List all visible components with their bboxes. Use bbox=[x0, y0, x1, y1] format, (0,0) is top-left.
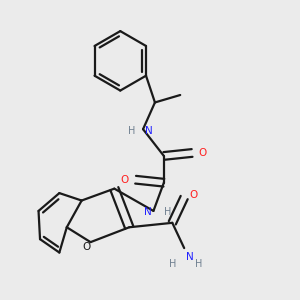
Text: O: O bbox=[199, 148, 207, 158]
Text: O: O bbox=[82, 242, 90, 253]
Text: H: H bbox=[169, 260, 177, 269]
Text: O: O bbox=[121, 175, 129, 185]
Text: N: N bbox=[144, 207, 152, 218]
Text: N: N bbox=[186, 252, 194, 262]
Text: H: H bbox=[196, 260, 203, 269]
Text: H: H bbox=[164, 207, 171, 218]
Text: H: H bbox=[128, 126, 136, 136]
Text: O: O bbox=[190, 190, 198, 200]
Text: N: N bbox=[146, 126, 153, 136]
